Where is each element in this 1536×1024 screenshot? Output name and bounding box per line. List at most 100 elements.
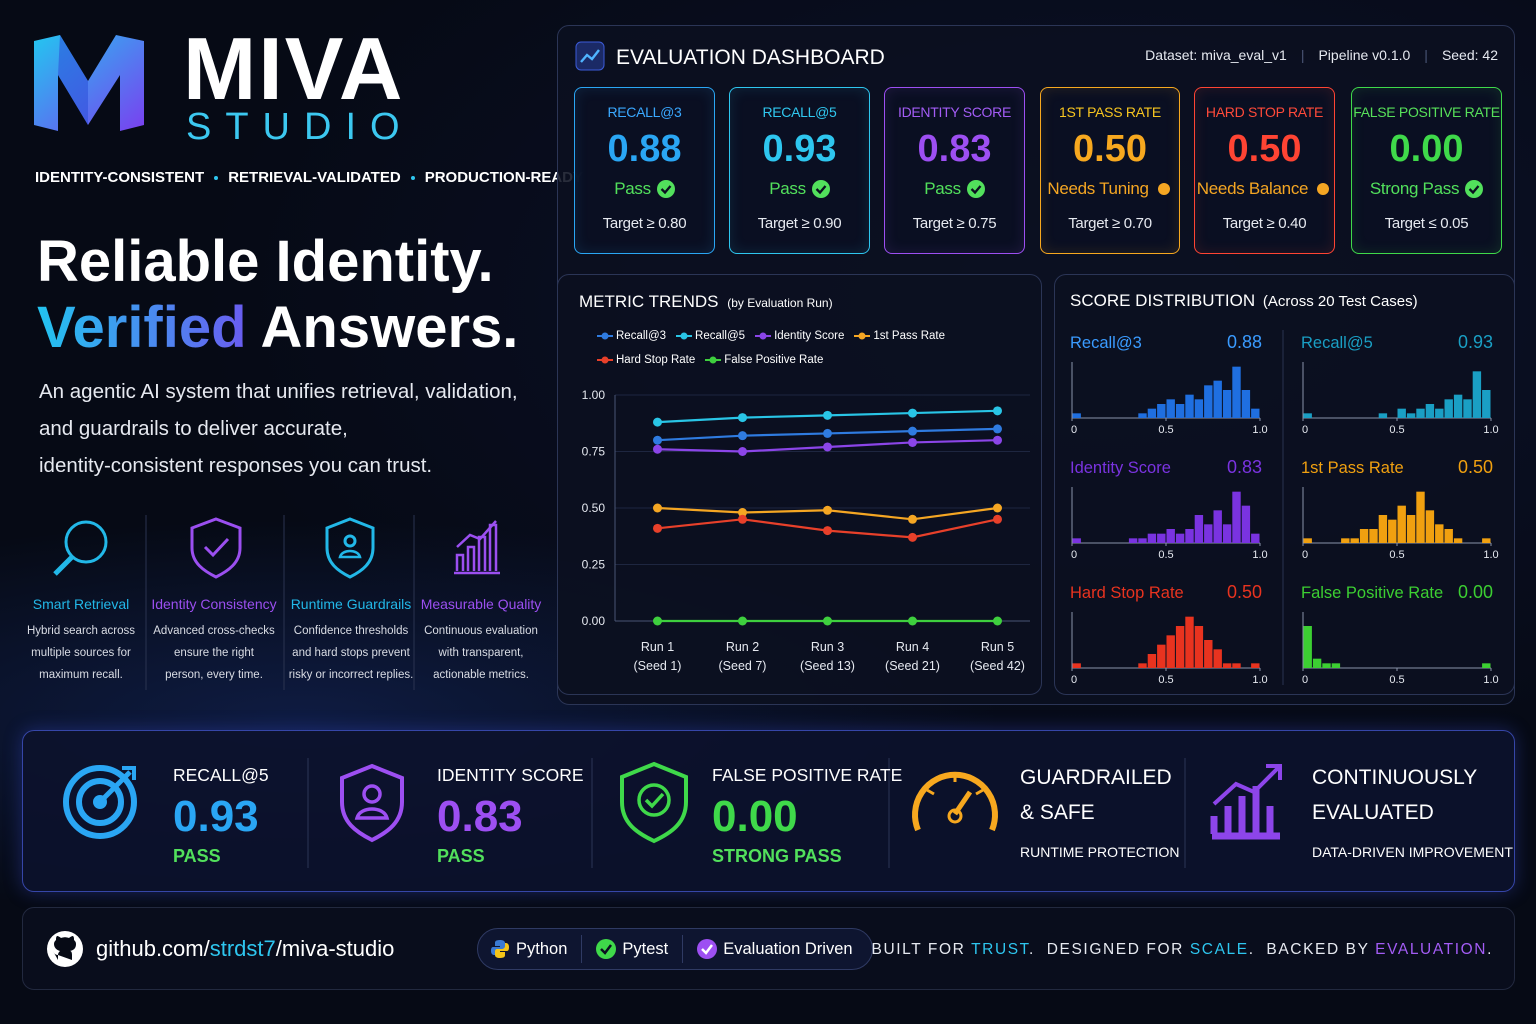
- kpi-status: Pass: [575, 179, 714, 199]
- legend-marker: [597, 332, 613, 340]
- highlight-value: 0.83: [437, 792, 523, 841]
- kpi-title: HARD STOP RATE: [1205, 104, 1324, 120]
- motto-part: . DESIGNED FOR: [1029, 941, 1190, 958]
- separator: [682, 935, 684, 963]
- kpi-card: RECALL@5 0.93 Pass Target ≥ 0.90: [729, 87, 870, 254]
- feature: Measurable Quality Continuous evaluation w…: [415, 596, 547, 686]
- check-circle: [656, 180, 675, 198]
- x-tick-label: Run 1 (Seed 1): [633, 640, 682, 673]
- meta-item: Seed: 42: [1441, 47, 1498, 63]
- chart-subtitle: (by Evaluation Run): [727, 296, 833, 310]
- legend-dot: [709, 356, 717, 364]
- kpi-status: Pass: [730, 179, 869, 199]
- headline: Verified Answers.: [37, 294, 518, 361]
- x-tick-label: Run 2 (Seed 7): [718, 640, 767, 673]
- meta-item: Dataset: miva_eval_v1: [1145, 47, 1287, 63]
- feature-title: Identity Consistency: [151, 596, 277, 612]
- legend-label: False Positive Rate: [724, 354, 824, 366]
- dashboard-meta: Dataset: miva_eval_v1 | Pipeline v0.1.0 | …: [1145, 47, 1498, 63]
- desc-line: Confidence thresholds: [293, 625, 409, 637]
- highlight-icons: [63, 758, 1282, 868]
- kpi-target: Target ≥ 0.80: [602, 215, 687, 232]
- feature: Smart Retrieval Hybrid search across multi…: [15, 596, 147, 686]
- status-text: Needs Balance: [1196, 179, 1309, 198]
- desc-line: actionable metrics.: [433, 669, 529, 681]
- repo-part: /miva-studio: [275, 936, 395, 961]
- badge: Evaluation Driven: [723, 939, 853, 958]
- brand-name: MIVA: [183, 19, 405, 118]
- check-circle: [966, 180, 985, 198]
- separator: |: [1300, 47, 1305, 63]
- panel-title: SCORE DISTRIBUTION: [1070, 291, 1256, 310]
- kpi-card: 1ST PASS RATE 0.50 Needs Tuning Target ≥ 0.…: [1040, 87, 1180, 254]
- note-heading: & SAFE: [1020, 801, 1095, 824]
- kpi-card: HARD STOP RATE 0.50 Needs Balance Target ≥ …: [1194, 87, 1335, 254]
- logo-mark: [34, 35, 144, 131]
- desc-line: with transparent,: [438, 647, 524, 659]
- legend-dot: [601, 332, 609, 340]
- note-heading: GUARDRAILED: [1020, 766, 1172, 789]
- legend-dot: [858, 332, 866, 340]
- desc-line: and hard stops prevent: [292, 647, 410, 659]
- meta-item: Pipeline v0.1.0: [1318, 47, 1411, 63]
- highlight-value: 0.93: [173, 792, 259, 841]
- highlight-status: PASS: [437, 846, 485, 866]
- highlight-status: PASS: [173, 846, 221, 866]
- kpi-status: Pass: [885, 179, 1024, 199]
- status-icon: [1465, 180, 1484, 198]
- note-heading: CONTINUOUSLY: [1312, 766, 1478, 789]
- x-tick-label: Run 5 (Seed 42): [970, 640, 1025, 673]
- kpi-card: IDENTITY SCORE 0.83 Pass Target ≥ 0.75: [884, 87, 1025, 254]
- headline-rest: Answers.: [246, 295, 519, 360]
- status-icon: [966, 180, 985, 198]
- dashboard-title: EVALUATION DASHBOARD: [616, 46, 885, 69]
- legend-item: Hard Stop Rate: [597, 354, 695, 366]
- feature-title: Runtime Guardrails: [290, 596, 412, 612]
- highlight-label: RECALL@5: [173, 765, 269, 785]
- legend-label: Identity Score: [774, 330, 845, 342]
- kpi-target: Target ≤ 0.05: [1384, 215, 1469, 232]
- legend: Recall@3 Recall@5 Identity Score 1st Pass R…: [597, 330, 1037, 366]
- hero-body: An agentic AI system that unifies retrie…: [39, 373, 518, 484]
- kpi-value: 0.50: [1073, 128, 1147, 170]
- tagline: IDENTITY-CONSISTENT: [35, 169, 205, 186]
- chart-title: METRIC TRENDS: [579, 292, 719, 311]
- python-icon: [491, 940, 509, 958]
- motto-accent: TRUST: [971, 941, 1030, 958]
- separator: [581, 935, 583, 963]
- motto-accent: EVALUATION: [1375, 941, 1488, 958]
- repo-link[interactable]: github.com/strdst7/miva-studio: [96, 936, 394, 962]
- motto-part: BUILT FOR: [871, 941, 972, 958]
- kpi-target: Target ≥ 0.70: [1068, 215, 1152, 232]
- feature-desc: Continuous evaluation with transparent, ac…: [415, 620, 547, 686]
- status-icon: [811, 180, 830, 198]
- kpi-status: Needs Balance: [1195, 179, 1334, 199]
- desc-line: Hybrid search across: [26, 625, 135, 637]
- motto-accent: SCALE: [1189, 941, 1249, 958]
- feature-icons: [53, 515, 500, 690]
- kpi-target: Target ≥ 0.40: [1222, 215, 1307, 232]
- legend-marker: [597, 356, 613, 364]
- brand-sub: STUDIO: [186, 106, 414, 148]
- desc-line: risky or incorrect replies.: [288, 669, 414, 681]
- legend-marker: [705, 356, 722, 364]
- motto-part: . BACKED BY: [1248, 941, 1376, 958]
- kpi-title: RECALL@3: [607, 104, 682, 120]
- trend-panel: [557, 274, 1042, 695]
- x-tick-label: Run 3 (Seed 13): [800, 640, 855, 673]
- repo-part: github.com/: [96, 936, 210, 961]
- desc-line: Continuous evaluation: [424, 625, 538, 637]
- legend-dot: [601, 356, 609, 364]
- highlight-label: FALSE POSITIVE RATE: [712, 765, 903, 785]
- kpi-target: Target ≥ 0.90: [757, 215, 842, 232]
- legend-marker: [854, 332, 871, 340]
- status-text: Pass: [924, 179, 961, 198]
- kpi-title: RECALL@5: [762, 104, 837, 120]
- note-caption: DATA-DRIVEN IMPROVEMENT: [1312, 844, 1513, 860]
- trend-title: METRIC TRENDS (by Evaluation Run): [579, 292, 833, 312]
- kpi-target: Target ≥ 0.75: [912, 215, 997, 232]
- taglines: IDENTITY-CONSISTENT RETRIEVAL-VALIDATED …: [35, 169, 583, 186]
- motto: BUILT FOR TRUST. DESIGNED FOR SCALE. BAC…: [872, 941, 1493, 959]
- note-caption: RUNTIME PROTECTION: [1020, 844, 1180, 860]
